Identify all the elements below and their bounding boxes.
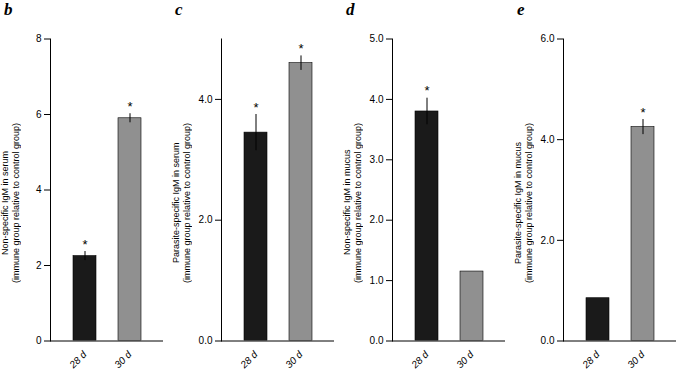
svg-text:0.0: 0.0 [370,335,384,346]
svg-text:2.0: 2.0 [199,214,213,225]
svg-text:30 d: 30 d [625,348,647,370]
svg-text:*: * [127,99,132,114]
svg-text:2.0: 2.0 [541,235,555,246]
svg-text:30 d: 30 d [112,348,134,370]
svg-text:0: 0 [36,335,42,346]
html-text:Parasite-specific IgM in mucus: Parasite-specific IgM in mucus (immune g… [513,122,534,283]
html-text:c: c [175,0,183,19]
svg-text:4.0: 4.0 [541,134,555,145]
svg-text:2.0: 2.0 [370,214,384,225]
svg-text:*: * [640,105,645,120]
html-text:e: e [517,0,525,19]
svg-text:28 d: 28 d [579,348,602,371]
svg-text:4.0: 4.0 [370,94,384,105]
svg-text:*: * [253,100,258,115]
html-text:b: b [4,0,13,19]
svg-text:28 d: 28 d [237,348,260,371]
svg-text:6: 6 [36,109,42,120]
svg-text:*: * [82,237,87,252]
svg-text:30 d: 30 d [454,348,476,370]
html-text:Non-specific IgM in mucus (imm: Non-specific IgM in mucus (immune group … [342,122,363,283]
svg-text:6.0: 6.0 [541,33,555,44]
html-text:Parasite-specific IgM in serum: Parasite-specific IgM in serum (immune g… [171,122,192,283]
svg-text:3.0: 3.0 [370,154,384,165]
svg-text:1.0: 1.0 [370,275,384,286]
svg-text:*: * [424,83,429,98]
html-text:d: d [346,0,355,19]
svg-text:5.0: 5.0 [370,33,384,44]
svg-text:30 d: 30 d [283,348,305,370]
svg-text:0.0: 0.0 [541,335,555,346]
svg-text:28 d: 28 d [66,348,89,371]
svg-text:0.0: 0.0 [199,335,213,346]
svg-text:*: * [298,41,303,56]
html-text:Non-specific IgM in serum (imm: Non-specific IgM in serum (immune group … [0,122,21,283]
svg-text:8: 8 [36,33,42,44]
svg-text:28 d: 28 d [408,348,431,371]
svg-text:2: 2 [36,260,42,271]
svg-text:4.0: 4.0 [199,94,213,105]
svg-text:4: 4 [36,184,42,195]
